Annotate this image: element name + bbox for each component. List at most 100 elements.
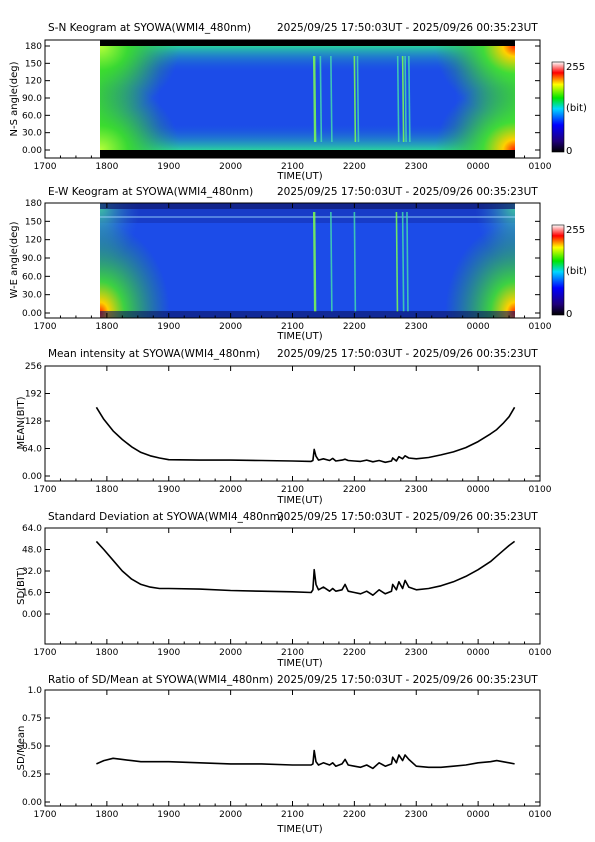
- ew-keogram-axes: 1700 1800 1900 2000 2100 2200 2300 0000 0100 0.00…: [22, 199, 552, 332]
- sn-keogram-xlabel: TIME(UT): [276, 171, 322, 182]
- x-tick-label: 2000: [219, 648, 242, 658]
- x-tick-label: 2100: [281, 485, 304, 495]
- bright-event-streak: [319, 55, 323, 143]
- y-tick-label: 0.50: [22, 742, 42, 752]
- x-tick-label: 1700: [34, 485, 57, 495]
- x-tick-label: 1900: [157, 810, 180, 820]
- mean-frame: [44, 365, 541, 482]
- x-tick-label: 1700: [34, 648, 57, 658]
- sn-keogram-title: S-N Keogram at SYOWA(WMI4_480nm): [48, 22, 251, 34]
- x-tick-label: 1700: [34, 162, 57, 172]
- y-tick-label: 64.0: [22, 445, 42, 455]
- sd-period: 2025/09/25 17:50:03UT - 2025/09/26 00:35…: [277, 511, 538, 523]
- y-tick-label: 256: [25, 362, 42, 372]
- bright-event-streak: [356, 55, 360, 143]
- ew-keogram-period: 2025/09/25 17:50:03UT - 2025/09/26 00:35…: [277, 186, 538, 198]
- x-tick-label: 2200: [343, 322, 366, 332]
- sn-keogram-period: 2025/09/25 17:50:03UT - 2025/09/26 00:35…: [277, 22, 538, 34]
- ratio-period: 2025/09/25 17:50:03UT - 2025/09/26 00:35…: [277, 674, 538, 686]
- sn-colorbar-max: 255: [566, 62, 585, 73]
- x-tick-label: 1800: [95, 648, 118, 658]
- ew-colorbar-unit: (bit): [566, 266, 587, 277]
- y-tick-label: 0.25: [22, 770, 42, 780]
- bright-event-streak: [330, 211, 333, 313]
- sn-colorbar-min: 0: [566, 146, 572, 157]
- x-tick-label: 0000: [467, 810, 490, 820]
- y-tick-label: 32.0: [22, 567, 42, 577]
- x-tick-label: 0100: [529, 485, 552, 495]
- x-tick-label: 0000: [467, 485, 490, 495]
- sn-keogram-bright-events: [312, 55, 411, 143]
- bright-event-streak: [401, 211, 405, 313]
- y-tick-label: 192: [25, 390, 42, 400]
- x-tick-label: 1800: [95, 810, 118, 820]
- x-tick-label: 2000: [219, 485, 242, 495]
- x-tick-label: 2000: [219, 810, 242, 820]
- sd-series-line: [95, 540, 516, 596]
- ratio-title: Ratio of SD/Mean at SYOWA(WMI4_480nm): [48, 674, 273, 686]
- sn-colorbar-unit: (bit): [566, 103, 587, 114]
- sn-colorbar: 255 (bit) 0: [551, 61, 587, 157]
- x-tick-label: 0000: [467, 648, 490, 658]
- y-tick-label: 16.0: [22, 589, 42, 599]
- x-tick-label: 2000: [219, 322, 242, 332]
- sn-keogram-axes: 1700 1800 1900 2000 2100 2200 2300 0000 0100 0.00…: [22, 40, 552, 172]
- x-tick-label: 2300: [405, 648, 428, 658]
- mean-ylabel: MEAN(BIT): [16, 396, 27, 449]
- y-tick-label: 0.00: [22, 798, 42, 808]
- sd-panel: Standard Deviation at SYOWA(WMI4_480nm) …: [16, 511, 552, 669]
- x-tick-label: 0100: [529, 322, 552, 332]
- y-tick-label: 120: [25, 236, 42, 246]
- x-tick-label: 1900: [157, 322, 180, 332]
- bright-event-streak: [395, 211, 399, 313]
- y-tick-label: 48.0: [22, 546, 42, 556]
- x-tick-label: 2100: [281, 162, 304, 172]
- sd-title: Standard Deviation at SYOWA(WMI4_480nm): [48, 511, 284, 523]
- x-tick-label: 2300: [405, 810, 428, 820]
- x-tick-label: 2100: [281, 648, 304, 658]
- bright-event-streak: [401, 55, 405, 143]
- x-tick-label: 1900: [157, 162, 180, 172]
- y-tick-label: 64.0: [22, 524, 42, 534]
- y-tick-label: 120: [25, 77, 42, 87]
- mean-xlabel: TIME(UT): [276, 495, 322, 506]
- sn-keogram-image: [100, 40, 515, 158]
- y-tick-label: 90.0: [22, 254, 42, 264]
- x-tick-label: 2100: [281, 322, 304, 332]
- bright-event-streak: [330, 55, 333, 143]
- y-tick-label: 0.75: [22, 714, 42, 724]
- y-tick-label: 150: [25, 217, 42, 227]
- ew-keogram-bright-events: [312, 211, 409, 313]
- x-tick-label: 1900: [157, 485, 180, 495]
- x-tick-label: 1800: [95, 485, 118, 495]
- bright-event-streak: [312, 211, 317, 313]
- ew-colorbar: 255 (bit) 0: [551, 224, 587, 320]
- mean-intensity-panel: Mean intensity at SYOWA(WMI4_480nm) 2025…: [16, 348, 552, 506]
- x-tick-label: 0100: [529, 810, 552, 820]
- bright-event-streak: [396, 55, 400, 143]
- sd-axes: 1700 1800 1900 2000 2100 2200 2300 0000 0100 0.00…: [22, 524, 552, 658]
- y-tick-label: 30.0: [22, 291, 42, 301]
- x-tick-label: 0100: [529, 162, 552, 172]
- bright-event-streak: [312, 55, 317, 143]
- x-tick-label: 2200: [343, 485, 366, 495]
- y-tick-label: 180: [25, 199, 42, 209]
- mean-series-line: [95, 406, 516, 464]
- y-tick-label: 60.0: [22, 111, 42, 121]
- x-tick-label: 1900: [157, 648, 180, 658]
- y-tick-label: 150: [25, 59, 42, 69]
- bright-event-streak: [353, 211, 357, 313]
- ew-keogram-image: [100, 203, 515, 318]
- mean-period: 2025/09/25 17:50:03UT - 2025/09/26 00:35…: [277, 348, 538, 360]
- bright-event-streak: [406, 211, 409, 313]
- x-tick-label: 2200: [343, 648, 366, 658]
- x-tick-label: 1800: [95, 162, 118, 172]
- y-tick-label: 0.00: [22, 309, 42, 319]
- mean-axes: 1700 1800 1900 2000 2100 2200 2300 0000 0100 0.00…: [22, 362, 552, 495]
- y-tick-label: 0.00: [22, 472, 42, 482]
- x-tick-label: 0000: [467, 162, 490, 172]
- ratio-axes: 1700 1800 1900 2000 2100 2200 2300 0000 0100 0.00…: [22, 686, 552, 820]
- sd-xlabel: TIME(UT): [276, 658, 322, 669]
- ratio-frame: [44, 689, 541, 807]
